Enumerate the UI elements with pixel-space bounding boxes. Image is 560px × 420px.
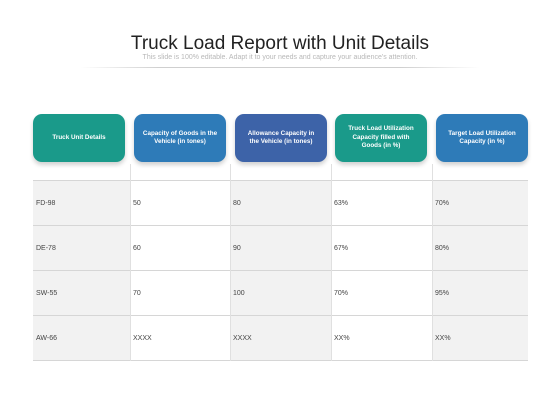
- table-cell: XX%: [432, 316, 528, 360]
- table-cell: 80%: [432, 226, 528, 270]
- table-cell: 95%: [432, 271, 528, 315]
- table-cell: 70: [130, 271, 230, 315]
- table-cell: AW-66: [33, 316, 130, 360]
- table-row: SW-55 70 100 70% 95%: [0, 271, 528, 315]
- table-cell: 67%: [331, 226, 432, 270]
- table-cell: 60: [130, 226, 230, 270]
- table-cell: XXXX: [230, 316, 331, 360]
- header-truck-unit-details: Truck Unit Details: [33, 114, 125, 162]
- column-divider: [130, 164, 131, 361]
- table-cell: FD-98: [33, 181, 130, 225]
- header-target-utilization: Target Load Utilization Capacity (in %): [436, 114, 528, 162]
- table-cell: SW-55: [33, 271, 130, 315]
- header-label: Allowance Capacity in the Vehicle (in to…: [247, 129, 315, 146]
- header-label: Truck Load Utilization Capacity filled w…: [348, 125, 414, 150]
- table-cell: 70%: [331, 271, 432, 315]
- grid-line: [33, 315, 528, 316]
- table-cell: DE-78: [33, 226, 130, 270]
- table-row: AW-66 XXXX XXXX XX% XX%: [0, 316, 528, 360]
- column-divider: [331, 164, 332, 361]
- table-cell: 100: [230, 271, 331, 315]
- header-capacity-of-goods: Capacity of Goods in the Vehicle (in ton…: [134, 114, 226, 162]
- page-title: Truck Load Report with Unit Details: [130, 33, 430, 54]
- grid-line: [33, 270, 528, 271]
- table-cell: 50: [130, 181, 230, 225]
- table-row: DE-78 60 90 67% 80%: [0, 226, 528, 270]
- header-load-utilization: Truck Load Utilization Capacity filled w…: [335, 114, 427, 162]
- table-cell: 70%: [432, 181, 528, 225]
- column-divider: [230, 164, 231, 361]
- table-cell: XX%: [331, 316, 432, 360]
- table-cell: 80: [230, 181, 331, 225]
- grid-line: [33, 180, 528, 181]
- header-label: Target Load Utilization Capacity (in %): [448, 129, 516, 146]
- table-cell: XXXX: [130, 316, 230, 360]
- grid-line: [33, 225, 528, 226]
- table-cell: 90: [230, 226, 331, 270]
- title-divider: [80, 67, 480, 68]
- header-label: Truck Unit Details: [52, 133, 106, 141]
- table-row: FD-98 50 80 63% 70%: [0, 181, 528, 225]
- header-allowance-capacity: Allowance Capacity in the Vehicle (in to…: [235, 114, 327, 162]
- grid-line: [33, 360, 528, 361]
- table-cell: 63%: [331, 181, 432, 225]
- column-divider: [432, 164, 433, 361]
- page-subtitle: This slide is 100% editable. Adapt it to…: [142, 54, 418, 61]
- column-headers: Truck Unit Details Capacity of Goods in …: [33, 114, 528, 164]
- header-label: Capacity of Goods in the Vehicle (in ton…: [142, 129, 218, 146]
